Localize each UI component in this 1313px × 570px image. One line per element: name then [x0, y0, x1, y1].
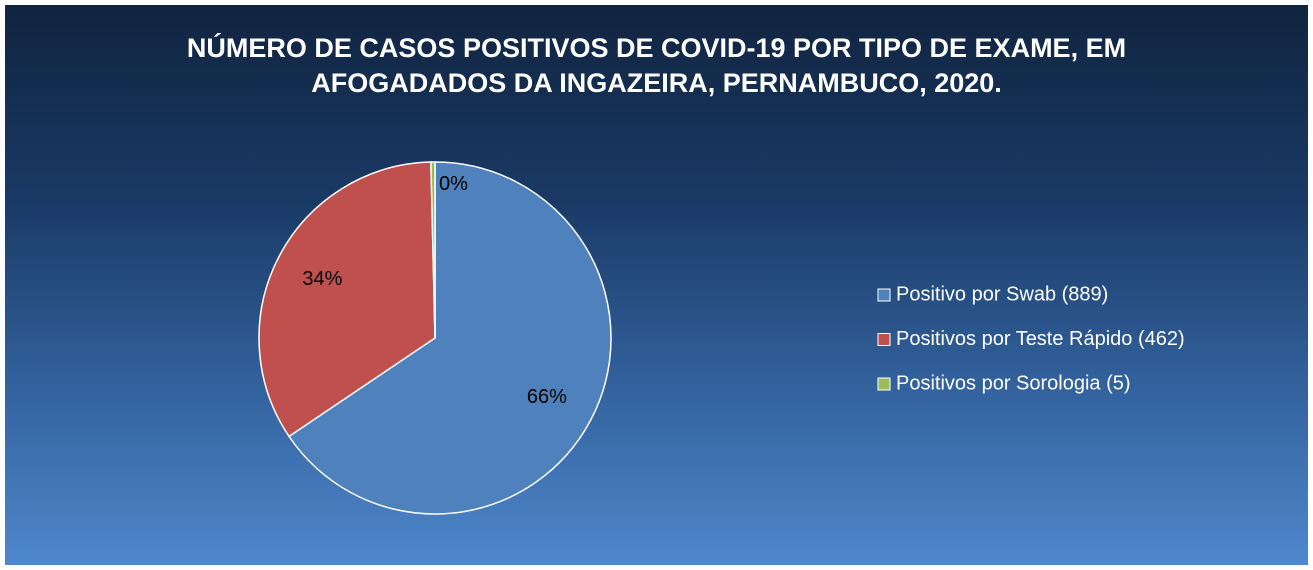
data-label: 0%: [439, 173, 468, 195]
data-label: 34%: [302, 268, 342, 290]
data-label: 66%: [527, 386, 567, 408]
legend-label: Positivos por Sorologia (5): [896, 372, 1131, 394]
legend-swatch: [877, 333, 891, 346]
pie-slice: [430, 161, 436, 339]
legend-swatch: [877, 288, 891, 302]
legend-label: Positivos por Teste Rápido (462): [896, 328, 1185, 350]
chart-background: NÚMERO DE CASOS POSITIVOS DE COVID-19 PO…: [5, 5, 1308, 565]
pie-slice: [288, 161, 612, 515]
legend-swatch: [877, 377, 891, 391]
chart-title: NÚMERO DE CASOS POSITIVOS DE COVID-19 PO…: [186, 33, 1127, 98]
chart: 66% 34% 0% Positivo por Swab (889) Positivos…: [258, 161, 1185, 515]
pie-slice: [258, 161, 436, 438]
legend-label: Positivo por Swab (889): [896, 283, 1108, 305]
